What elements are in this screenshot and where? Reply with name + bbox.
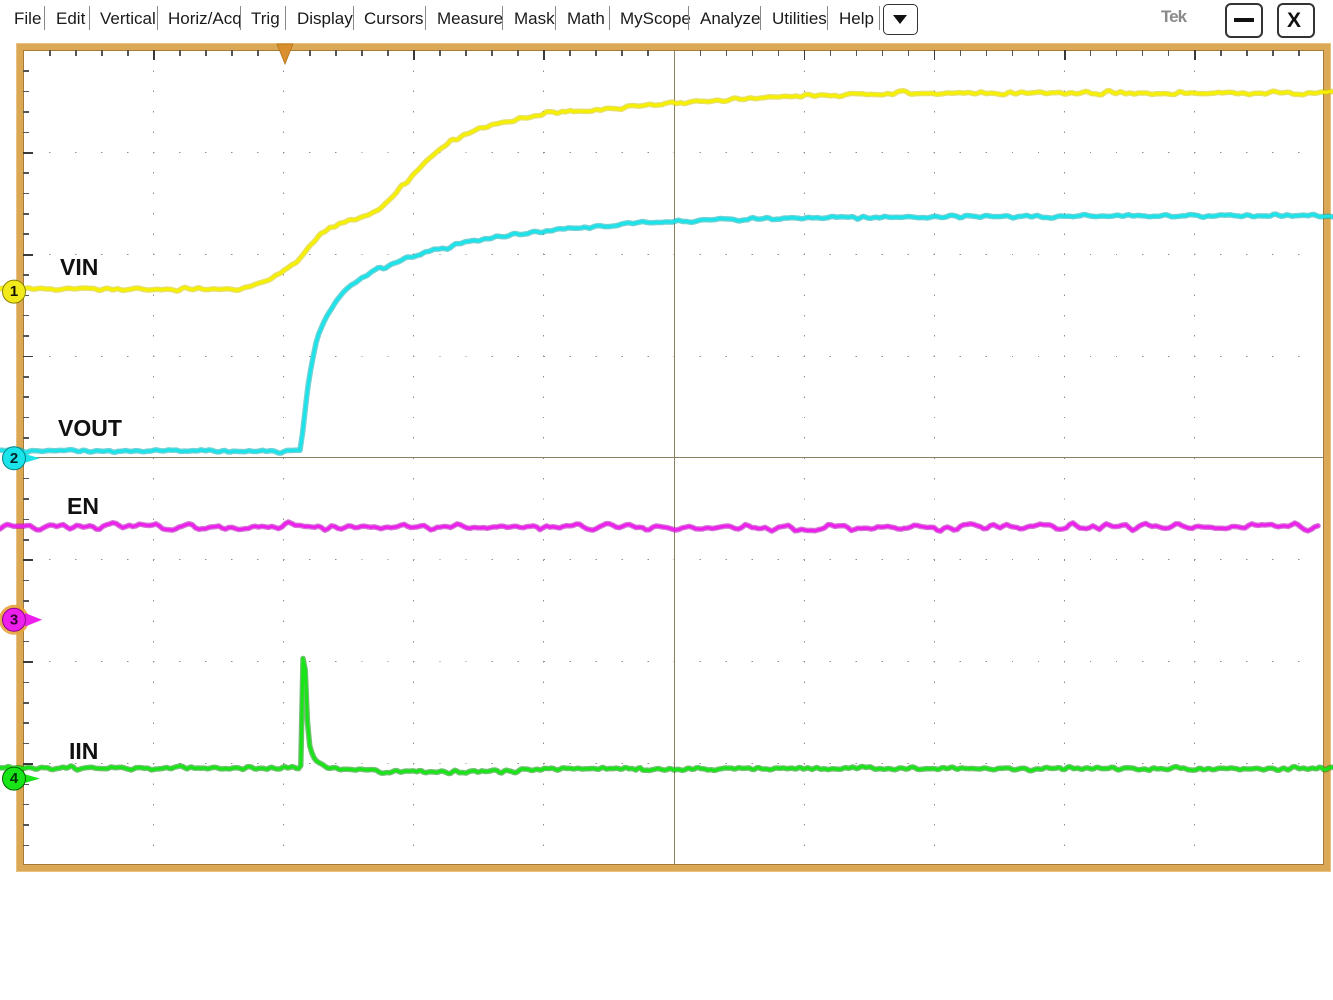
svg-text:4: 4 bbox=[10, 770, 19, 787]
svg-text:3: 3 bbox=[10, 611, 18, 628]
